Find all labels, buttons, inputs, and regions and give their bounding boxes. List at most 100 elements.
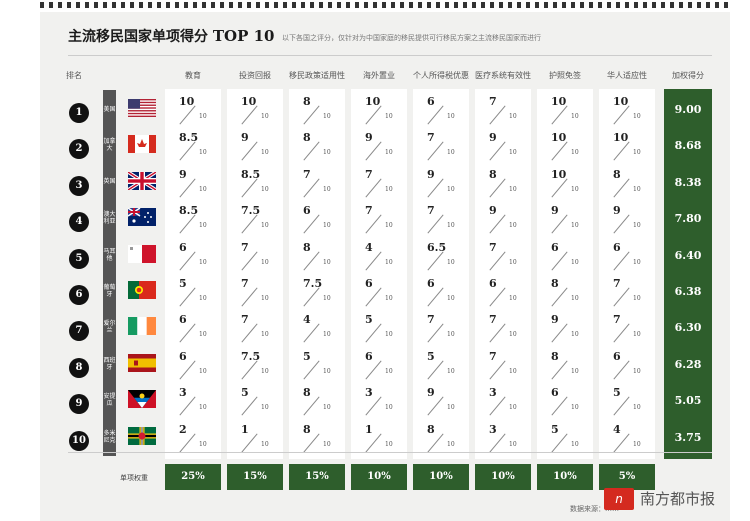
fraction-slash: [365, 105, 382, 125]
fraction-slash: [613, 323, 630, 343]
score-denominator: 10: [633, 331, 641, 339]
score-cell: 10 10: [537, 161, 593, 204]
fraction-slash: [613, 251, 630, 271]
fraction-slash: [427, 105, 444, 125]
score-cell: 7 10: [599, 271, 655, 313]
score-cell: 10 10: [227, 89, 283, 131]
chart-title: 主流移民国家单项得分 TOP 10: [68, 26, 274, 46]
score-cell: 6.5 10: [413, 234, 469, 277]
rank-badge: 3: [69, 175, 89, 196]
fraction-slash: [427, 251, 444, 271]
score-cell: 6 10: [289, 198, 345, 241]
score-cell: 3 10: [475, 416, 531, 459]
score-denominator: 10: [199, 113, 207, 120]
country-name: 澳大利亚: [103, 199, 116, 238]
score-cell: 6 10: [599, 343, 655, 386]
score-denominator: 10: [509, 404, 517, 412]
flag-ie-icon: [128, 317, 156, 336]
score-value: 9: [613, 204, 621, 218]
weighted-total: 8.38: [664, 161, 712, 204]
fraction-slash: [427, 287, 444, 307]
score-value: 8: [303, 422, 311, 436]
fraction-slash: [365, 323, 382, 343]
country-name: 英国: [103, 162, 116, 201]
fraction-slash: [551, 251, 568, 271]
fraction-slash: [179, 251, 196, 271]
fraction-slash: [489, 360, 506, 380]
source-note: 数据来源：……: [570, 505, 619, 513]
score-value: 10: [613, 95, 629, 108]
fraction-slash: [241, 214, 258, 234]
score-value: 6: [427, 277, 435, 290]
score-denominator: 10: [323, 258, 331, 266]
score-denominator: 10: [385, 113, 393, 120]
fraction-slash: [179, 433, 196, 453]
score-denominator: 10: [261, 404, 269, 412]
fraction-slash: [613, 214, 630, 234]
fraction-slash: [489, 141, 506, 161]
fraction-slash: [303, 323, 320, 343]
score-value: 8: [551, 349, 559, 363]
flag-pt-icon: [128, 281, 156, 299]
score-cell: 2 10: [165, 416, 221, 459]
score-cell: 8 10: [537, 271, 593, 313]
category-header: 教育: [185, 71, 201, 80]
score-cell: 6 10: [165, 234, 221, 277]
score-value: 6: [613, 240, 621, 254]
score-cell: 6 10: [537, 234, 593, 277]
score-denominator: 10: [199, 185, 207, 193]
score-value: 5: [427, 349, 435, 363]
score-value: 8.5: [241, 167, 261, 181]
score-cell: 7.5 10: [227, 198, 283, 241]
score-cell: 7 10: [289, 161, 345, 204]
category-weight: 10%: [475, 464, 531, 490]
score-denominator: 10: [199, 222, 207, 230]
score-denominator: 10: [261, 149, 269, 157]
score-denominator: 10: [633, 295, 641, 302]
score-value: 7: [241, 277, 249, 290]
country-name: 马耳他: [103, 235, 116, 274]
flag-ag-icon: [128, 390, 156, 409]
score-denominator: 10: [385, 404, 393, 412]
rank-badge: 6: [69, 285, 89, 305]
score-denominator: 10: [199, 331, 207, 339]
fraction-slash: [241, 360, 258, 380]
fraction-slash: [551, 433, 568, 453]
fraction-slash: [365, 214, 382, 234]
score-value: 4: [303, 313, 311, 327]
score-denominator: 10: [447, 149, 455, 157]
score-cell: 3 10: [351, 380, 407, 423]
fraction-slash: [489, 105, 506, 125]
score-value: 9: [427, 167, 435, 181]
score-value: 10: [613, 131, 629, 145]
score-cell: 10 10: [351, 89, 407, 131]
score-denominator: 10: [261, 185, 269, 193]
score-denominator: 10: [261, 258, 269, 266]
category-header: 海外置业: [363, 71, 395, 80]
fraction-slash: [241, 396, 258, 416]
score-value: 3: [365, 386, 373, 400]
score-value: 3: [179, 386, 187, 400]
score-denominator: 10: [633, 149, 641, 157]
score-value: 9: [365, 131, 373, 145]
category-header: 华人适应性: [607, 71, 647, 80]
score-denominator: 10: [509, 222, 517, 230]
score-value: 7.5: [241, 204, 261, 218]
chart-subtitle: 以下各国之评分，仅针对为中国家庭的移民提供可行移民方案之主流移民国家而进行: [282, 34, 541, 42]
score-cell: 7 10: [351, 161, 407, 204]
score-denominator: 10: [323, 440, 331, 448]
score-cell: 6 10: [413, 271, 469, 313]
fraction-slash: [613, 433, 630, 453]
score-cell: 9 10: [351, 125, 407, 168]
fraction-slash: [551, 141, 568, 161]
weighted-total: 6.28: [664, 343, 712, 386]
score-denominator: 10: [447, 440, 455, 448]
fraction-slash: [179, 214, 196, 234]
score-value: 5: [365, 313, 373, 327]
fraction-slash: [613, 396, 630, 416]
score-value: 6: [179, 240, 187, 254]
fraction-slash: [427, 433, 444, 453]
score-cell: 6 10: [165, 307, 221, 350]
score-denominator: 10: [323, 222, 331, 230]
title-english: TOP 10: [212, 27, 275, 45]
